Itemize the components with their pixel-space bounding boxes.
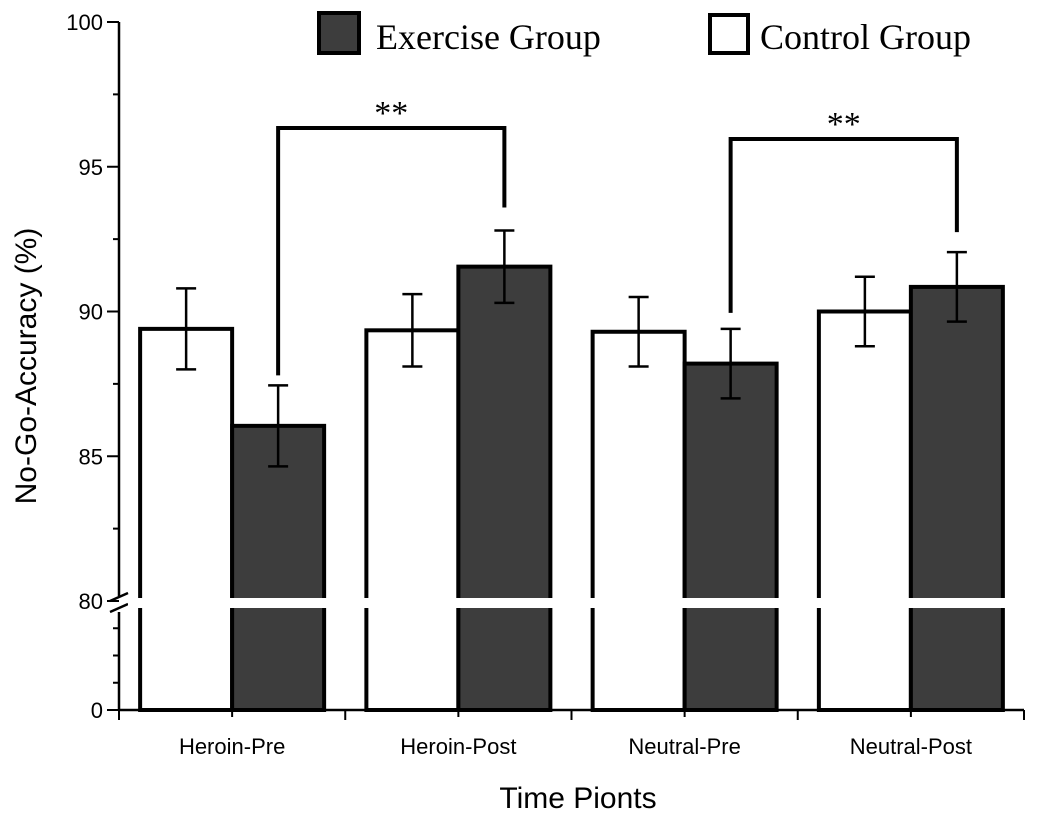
bar-control-heroin-pre (138, 326, 235, 712)
legend-label-exercise: Exercise Group (376, 17, 601, 57)
y-axis-title: No-Go-Accuracy (%) (10, 228, 43, 505)
legend-swatch-exercise (317, 11, 361, 55)
y-tick-label-80: 80 (79, 589, 103, 614)
x-ticks (118, 710, 1025, 720)
y-tick-label-95: 95 (79, 155, 103, 180)
x-label-neutral-post: Neutral-Post (850, 734, 972, 759)
error-bar-control-heroin-pre (176, 287, 197, 371)
y-tick-label-85: 85 (79, 444, 103, 469)
bar-control-heroin-post (364, 328, 461, 712)
error-bar-control-heroin-post (402, 292, 423, 368)
y-tick-label-100: 100 (66, 10, 103, 35)
significance-bracket-neutral (728, 137, 959, 313)
bar-exercise-neutral-pre (682, 361, 779, 712)
break-slash-bottom (109, 602, 129, 614)
x-label-heroin-post: Heroin-Post (400, 734, 516, 759)
significance-label-heroin: ** (374, 95, 408, 132)
x-label-neutral-pre: Neutral-Pre (628, 734, 740, 759)
error-bar-control-neutral-pre (628, 295, 649, 368)
bar-exercise-neutral-post (908, 284, 1005, 712)
axis-break-gap (128, 598, 1024, 608)
y-tick-label-0: 0 (91, 698, 103, 723)
break-slash-top (109, 591, 129, 603)
y-tick-label-90: 90 (79, 300, 103, 325)
legend-label-control: Control Group (760, 17, 971, 57)
error-bar-exercise-neutral-post (946, 250, 967, 323)
significance-brackets (276, 126, 959, 376)
bar-control-neutral-post (816, 309, 913, 712)
bar-control-neutral-pre (590, 329, 687, 712)
legend: Exercise Group Control Group (317, 11, 971, 57)
legend-swatch-control (708, 13, 750, 55)
error-bar-exercise-heroin-pre (268, 384, 289, 468)
bars (138, 264, 1005, 712)
y-ticks (107, 21, 119, 711)
axis-break-mark (109, 591, 129, 614)
x-label-heroin-pre: Heroin-Pre (179, 734, 285, 759)
error-bar-control-neutral-post (854, 275, 875, 348)
error-bar-exercise-heroin-post (494, 229, 515, 305)
error-bars (176, 229, 967, 468)
significance-bracket-heroin (276, 126, 507, 376)
bar-exercise-heroin-post (456, 264, 553, 712)
significance-label-neutral: ** (827, 106, 861, 143)
bar-exercise-heroin-pre (230, 423, 327, 712)
x-tick-labels: Heroin-Pre Heroin-Post Neutral-Pre Neutr… (179, 734, 972, 759)
x-axis-title: Time Pionts (499, 782, 656, 815)
error-bar-exercise-neutral-pre (720, 327, 741, 400)
y-tick-labels: 0 80 85 90 95 100 (66, 10, 103, 723)
